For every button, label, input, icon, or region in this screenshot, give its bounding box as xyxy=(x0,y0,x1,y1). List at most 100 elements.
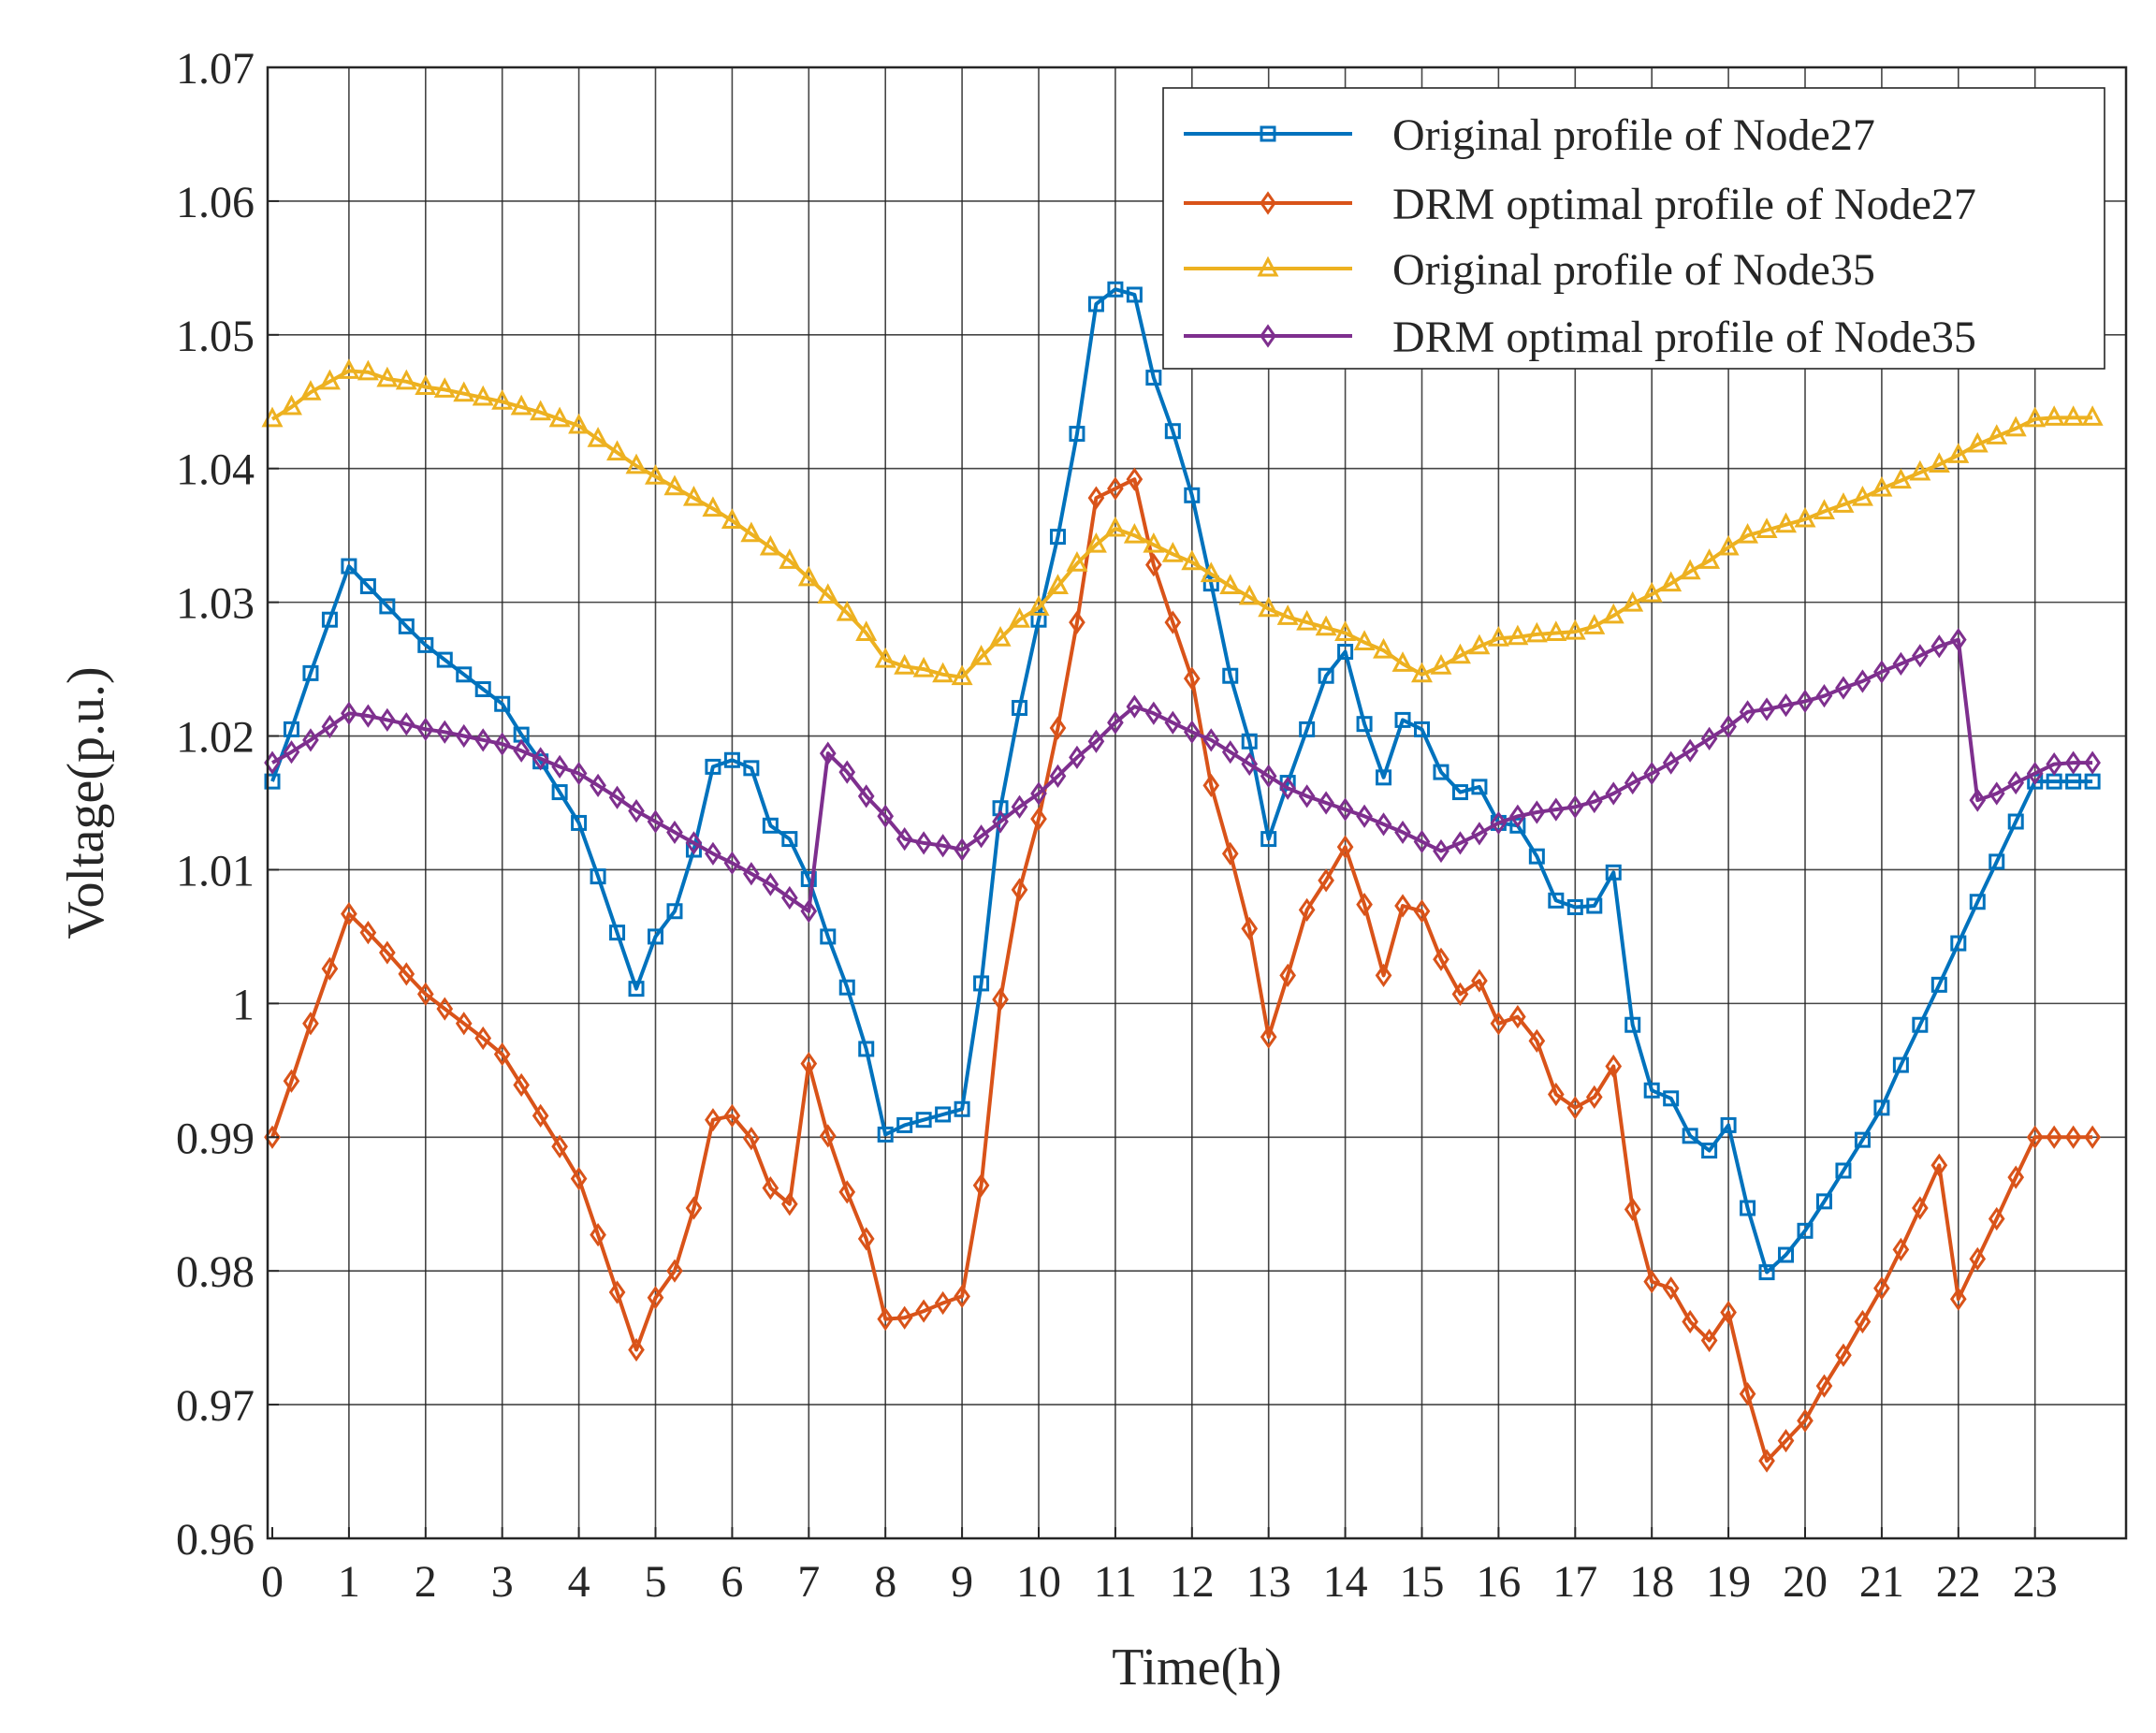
data-point-original-node27 xyxy=(915,1112,932,1129)
data-point-original-node35 xyxy=(1296,609,1318,631)
data-point-original-node27 xyxy=(1988,853,2005,870)
data-point-drm-node27 xyxy=(570,1166,588,1191)
data-point-drm-node35 xyxy=(1375,812,1392,837)
data-point-drm-node35 xyxy=(2084,750,2101,775)
data-point-drm-node35 xyxy=(896,826,913,852)
data-point-original-node35 xyxy=(1966,431,1988,453)
data-point-drm-node27 xyxy=(1202,773,1220,798)
data-point-original-node35 xyxy=(2024,406,2047,428)
data-point-drm-node35 xyxy=(972,824,990,849)
data-point-drm-node35 xyxy=(1777,693,1795,718)
data-point-original-node35 xyxy=(1161,541,1184,562)
data-point-original-node35 xyxy=(1200,561,1222,583)
data-point-drm-node27 xyxy=(1336,835,1354,859)
data-point-drm-node35 xyxy=(493,732,511,756)
x-tick-label: 0 xyxy=(261,1557,284,1607)
data-point-drm-node35 xyxy=(1279,776,1297,800)
data-point-drm-node27 xyxy=(1183,666,1201,691)
data-point-drm-node35 xyxy=(1585,789,1603,814)
data-point-drm-node27 xyxy=(321,956,339,981)
data-point-drm-node35 xyxy=(1490,810,1508,836)
data-point-original-node27 xyxy=(1815,1193,1832,1210)
data-point-drm-node27 xyxy=(1107,476,1124,501)
data-point-drm-node35 xyxy=(1815,684,1833,708)
data-point-original-node35 xyxy=(1564,619,1586,640)
data-point-original-node27 xyxy=(762,817,779,834)
data-point-drm-node27 xyxy=(992,987,1009,1012)
data-point-drm-node27 xyxy=(474,1026,492,1051)
data-point-original-node27 xyxy=(648,928,663,945)
data-point-drm-node27 xyxy=(1777,1429,1795,1453)
data-point-original-node27 xyxy=(379,598,396,615)
data-point-drm-node35 xyxy=(934,834,952,858)
data-point-original-node35 xyxy=(1468,633,1491,655)
data-point-original-node27 xyxy=(705,758,721,775)
data-point-original-node35 xyxy=(2081,405,2104,426)
data-point-drm-node27 xyxy=(513,1072,531,1098)
data-point-original-node35 xyxy=(1583,614,1606,634)
data-point-drm-node35 xyxy=(666,820,683,845)
data-point-original-node27 xyxy=(436,651,453,668)
data-point-drm-node35 xyxy=(1087,729,1105,753)
legend-marker xyxy=(1260,191,1276,215)
data-point-drm-node35 xyxy=(1854,669,1872,693)
data-point-original-node27 xyxy=(838,979,855,996)
data-point-drm-node35 xyxy=(857,784,875,808)
data-point-original-node35 xyxy=(1373,637,1395,659)
data-point-drm-node35 xyxy=(1221,740,1239,765)
data-point-original-node35 xyxy=(1947,443,1970,463)
x-tick-label: 16 xyxy=(1476,1557,1521,1607)
x-tick-label: 23 xyxy=(2013,1557,2058,1607)
data-point-original-node35 xyxy=(1258,596,1280,618)
data-point-original-node27 xyxy=(992,800,1009,817)
data-point-drm-node35 xyxy=(1107,710,1124,735)
data-point-original-node35 xyxy=(1123,522,1145,544)
data-point-original-node27 xyxy=(1087,296,1104,313)
data-point-drm-node27 xyxy=(1451,982,1469,1006)
data-point-drm-node27 xyxy=(455,1012,473,1036)
data-point-original-node27 xyxy=(1145,370,1162,386)
data-point-drm-node27 xyxy=(302,1012,319,1036)
x-tick-label: 12 xyxy=(1170,1557,1215,1607)
data-point-original-node27 xyxy=(1950,935,1967,952)
data-point-original-node27 xyxy=(1107,281,1124,298)
data-point-original-node35 xyxy=(740,521,763,543)
data-point-original-node35 xyxy=(702,496,724,517)
data-point-drm-node27 xyxy=(1605,1054,1623,1079)
data-point-original-node35 xyxy=(2004,415,2027,437)
data-point-original-node27 xyxy=(666,903,683,920)
data-point-original-node35 xyxy=(1009,607,1031,628)
data-point-drm-node35 xyxy=(1912,644,1929,668)
data-point-original-node27 xyxy=(590,868,606,885)
data-point-drm-node27 xyxy=(2084,1125,2101,1149)
data-point-drm-node27 xyxy=(705,1108,721,1132)
data-point-drm-node35 xyxy=(2007,770,2025,795)
data-point-drm-node35 xyxy=(1145,701,1162,725)
data-point-original-node27 xyxy=(302,664,319,681)
data-point-original-node27 xyxy=(456,666,473,683)
data-point-original-node27 xyxy=(1164,423,1181,440)
data-point-original-node35 xyxy=(548,406,571,428)
x-tick-label: 21 xyxy=(1859,1557,1904,1607)
data-point-drm-node35 xyxy=(436,720,454,744)
data-point-drm-node27 xyxy=(436,997,454,1021)
data-point-drm-node27 xyxy=(1815,1374,1833,1398)
data-point-drm-node35 xyxy=(398,712,415,736)
data-point-original-node35 xyxy=(338,358,360,379)
data-point-original-node27 xyxy=(1912,1016,1929,1033)
data-point-drm-node27 xyxy=(1930,1153,1948,1177)
data-point-original-node27 xyxy=(1643,1082,1660,1099)
data-point-drm-node35 xyxy=(838,760,856,784)
data-point-original-node27 xyxy=(2007,813,2024,830)
data-point-original-node35 xyxy=(1027,595,1050,616)
data-point-original-node27 xyxy=(283,721,299,737)
data-point-drm-node27 xyxy=(1260,1025,1277,1049)
data-point-drm-node27 xyxy=(1739,1382,1756,1406)
data-point-original-node35 xyxy=(1276,604,1299,625)
data-point-original-node27 xyxy=(1548,892,1565,909)
data-point-original-node27 xyxy=(896,1116,913,1133)
data-point-original-node35 xyxy=(1066,550,1088,572)
data-point-original-node27 xyxy=(1202,575,1219,592)
data-point-drm-node27 xyxy=(1356,892,1373,917)
data-point-original-node35 xyxy=(1622,590,1644,612)
